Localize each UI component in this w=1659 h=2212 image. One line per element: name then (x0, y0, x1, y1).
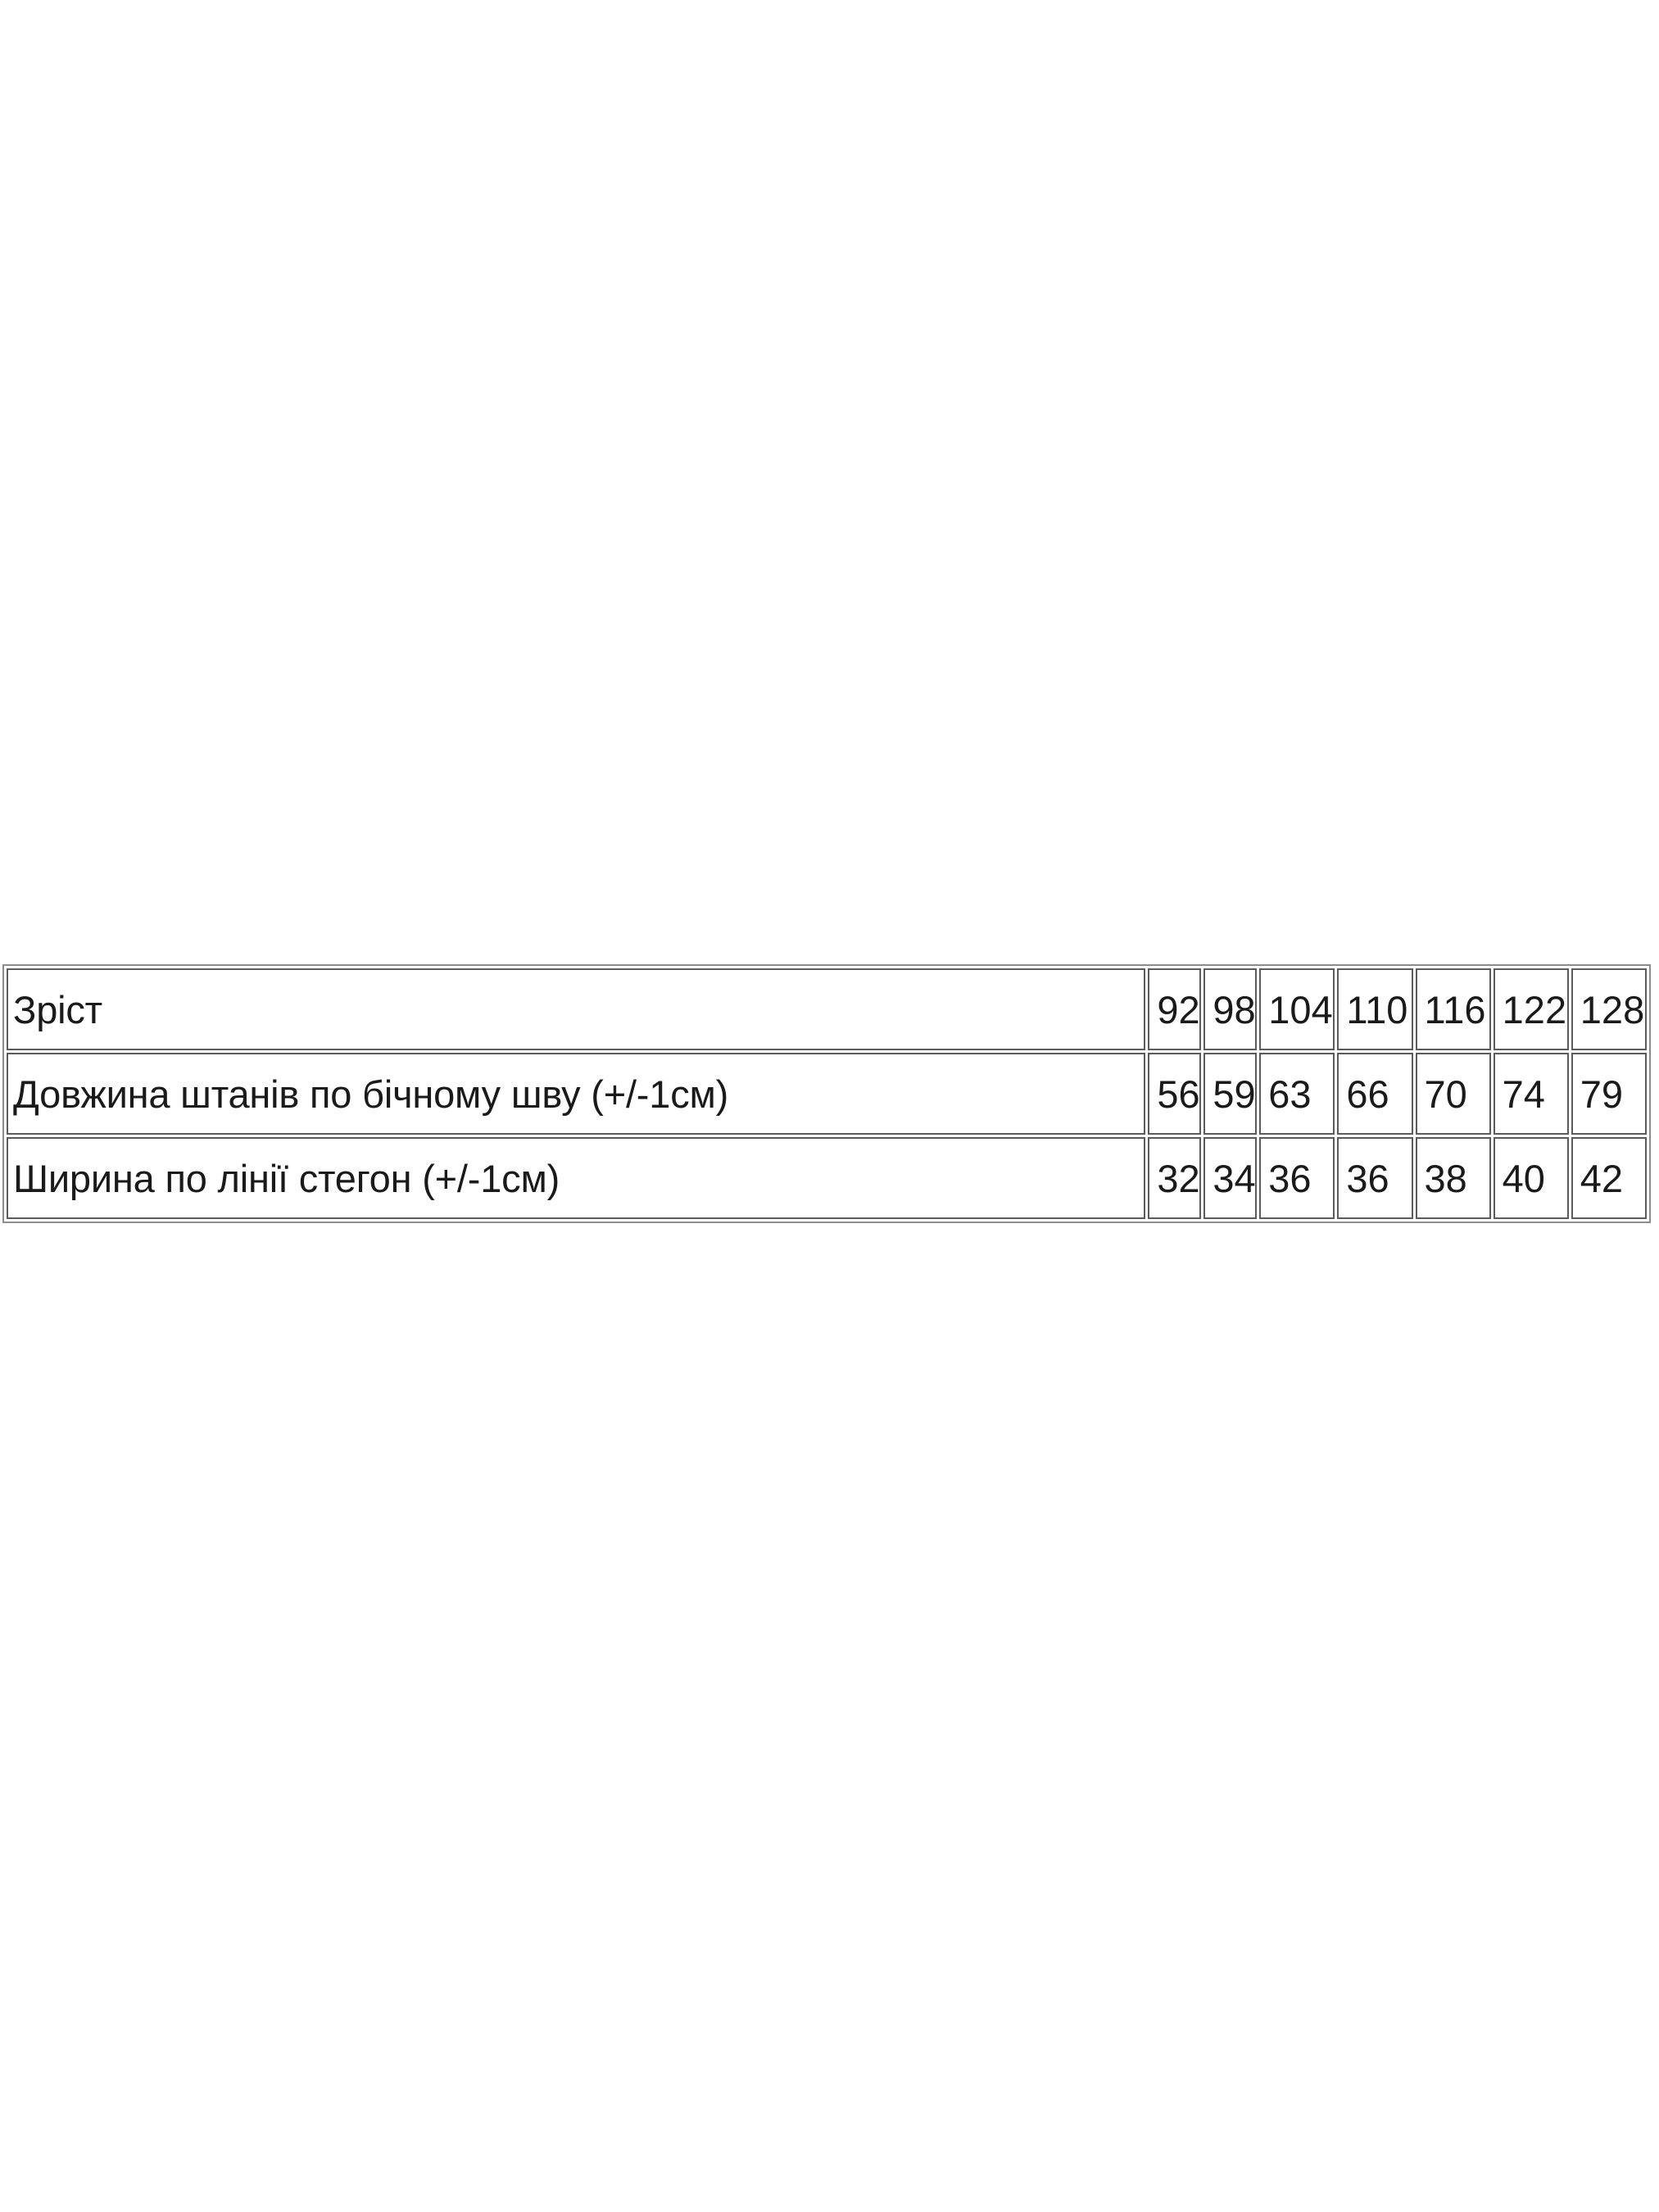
cell-pants-length-104: 63 (1259, 1053, 1335, 1135)
table-row: Ширина по лінії стегон (+/-1см) 32 34 36… (7, 1137, 1647, 1219)
size-chart-table: Зріст 92 98 104 110 116 122 128 Довжина … (2, 964, 1651, 1223)
cell-hip-width-104: 36 (1259, 1137, 1335, 1219)
cell-hip-width-116: 38 (1415, 1137, 1491, 1219)
cell-pants-length-98: 59 (1203, 1053, 1258, 1135)
cell-hip-width-98: 34 (1203, 1137, 1258, 1219)
table-row: Довжина штанів по бічному шву (+/-1см) 5… (7, 1053, 1647, 1135)
cell-height-128: 128 (1571, 968, 1647, 1050)
cell-height-104: 104 (1259, 968, 1335, 1050)
cell-height-92: 92 (1148, 968, 1202, 1050)
cell-height-98: 98 (1203, 968, 1258, 1050)
cell-hip-width-92: 32 (1148, 1137, 1202, 1219)
cell-height-122: 122 (1493, 968, 1569, 1050)
cell-height-110: 110 (1337, 968, 1413, 1050)
cell-pants-length-128: 79 (1571, 1053, 1647, 1135)
cell-hip-width-122: 40 (1493, 1137, 1569, 1219)
row-label-pants-length: Довжина штанів по бічному шву (+/-1см) (7, 1053, 1146, 1135)
cell-hip-width-110: 36 (1337, 1137, 1413, 1219)
cell-pants-length-122: 74 (1493, 1053, 1569, 1135)
cell-height-116: 116 (1415, 968, 1491, 1050)
row-label-hip-width: Ширина по лінії стегон (+/-1см) (7, 1137, 1146, 1219)
cell-hip-width-128: 42 (1571, 1137, 1647, 1219)
row-label-height: Зріст (7, 968, 1146, 1050)
cell-pants-length-92: 56 (1148, 1053, 1202, 1135)
size-chart-container: Зріст 92 98 104 110 116 122 128 Довжина … (2, 964, 1651, 1223)
cell-pants-length-110: 66 (1337, 1053, 1413, 1135)
cell-pants-length-116: 70 (1415, 1053, 1491, 1135)
table-row: Зріст 92 98 104 110 116 122 128 (7, 968, 1647, 1050)
